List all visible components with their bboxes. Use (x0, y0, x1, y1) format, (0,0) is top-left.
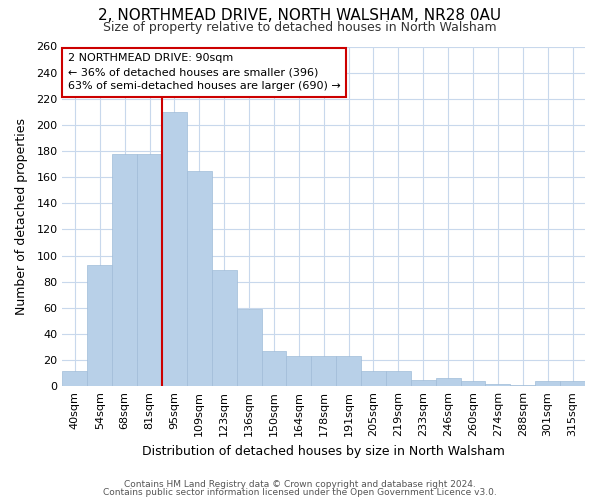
Text: Contains public sector information licensed under the Open Government Licence v3: Contains public sector information licen… (103, 488, 497, 497)
Bar (62, 370, 88, 386)
Text: 2 NORTHMEAD DRIVE: 90sqm
← 36% of detached houses are smaller (396)
63% of semi-: 2 NORTHMEAD DRIVE: 90sqm ← 36% of detach… (68, 54, 340, 92)
Bar (112, 154, 137, 386)
Bar (436, 378, 461, 386)
Bar (236, 309, 262, 386)
Bar (511, 385, 535, 386)
Bar (560, 381, 585, 386)
Bar (311, 356, 336, 386)
Bar (212, 270, 236, 386)
Bar (361, 370, 386, 386)
Text: 2, NORTHMEAD DRIVE, NORTH WALSHAM, NR28 0AU: 2, NORTHMEAD DRIVE, NORTH WALSHAM, NR28 … (98, 8, 502, 22)
Y-axis label: Number of detached properties: Number of detached properties (15, 118, 28, 315)
Text: Size of property relative to detached houses in North Walsham: Size of property relative to detached ho… (103, 21, 497, 34)
Bar (485, 384, 511, 386)
Text: Contains HM Land Registry data © Crown copyright and database right 2024.: Contains HM Land Registry data © Crown c… (124, 480, 476, 489)
Bar (187, 170, 212, 386)
Bar (336, 356, 361, 386)
Bar (535, 381, 560, 386)
Bar (262, 351, 286, 386)
Bar (162, 112, 187, 386)
Bar (411, 380, 436, 386)
Bar (386, 370, 411, 386)
Bar (461, 381, 485, 386)
Bar (137, 154, 162, 386)
Bar (88, 264, 112, 386)
X-axis label: Distribution of detached houses by size in North Walsham: Distribution of detached houses by size … (142, 444, 505, 458)
Bar (286, 356, 311, 386)
